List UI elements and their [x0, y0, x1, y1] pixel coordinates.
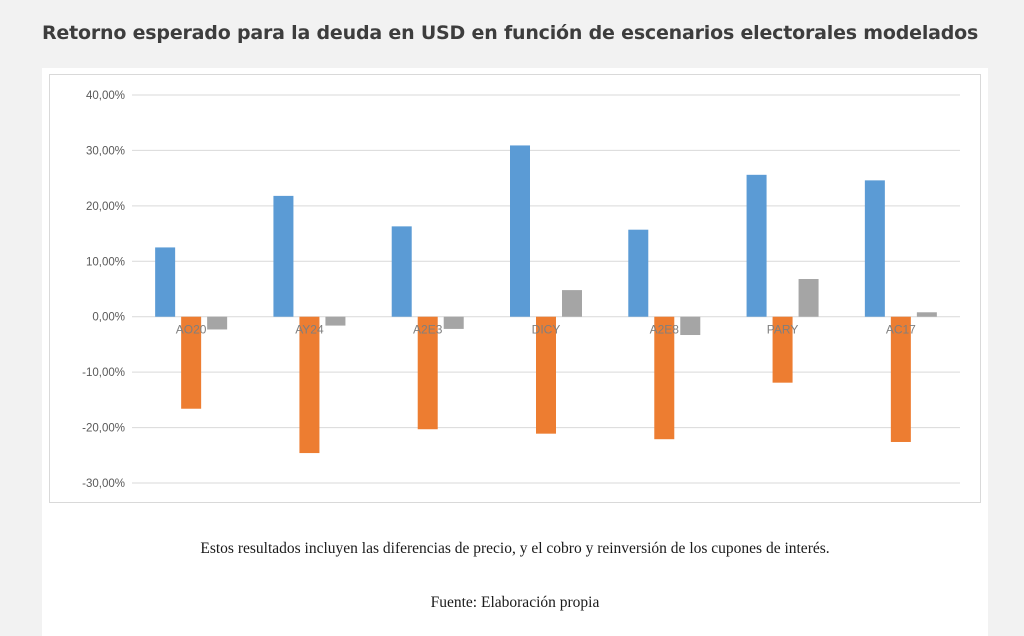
bar-series-3-pary — [798, 279, 819, 317]
page-title: Retorno esperado para la deuda en USD en… — [42, 22, 979, 44]
y-tick-label: 40,00% — [86, 90, 125, 102]
bar-series-1-pary — [746, 174, 767, 317]
bar-series-3-a2e3 — [443, 316, 464, 329]
category-label: A2E8 — [650, 323, 680, 337]
y-tick-label: 20,00% — [86, 201, 125, 213]
bar-series-2-a2e8 — [654, 316, 675, 440]
bar-series-2-pary — [772, 316, 793, 383]
bar-series-3-a2e8 — [680, 316, 701, 336]
category-label: A2E3 — [413, 323, 443, 337]
chart-note: Estos resultados incluyen las diferencia… — [200, 540, 830, 557]
chart-source: Fuente: Elaboración propia — [430, 594, 600, 611]
category-label: PARY — [767, 323, 799, 337]
bar-series-1-dicy — [510, 145, 530, 317]
category-label: DICY — [532, 323, 561, 337]
y-tick-label: -10,00% — [82, 367, 125, 379]
bar-series-3-ao20 — [207, 316, 228, 330]
chart-frame: 40,00% 30,00% 20,00% 10,00% 0,00% -10,00% -20,… — [49, 74, 981, 503]
bar-series-2-ay24 — [299, 316, 320, 454]
y-tick-label: 30,00% — [86, 145, 125, 157]
bar-series-2-dicy — [536, 316, 556, 434]
y-tick-label: -20,00% — [82, 423, 125, 435]
category-label: AC17 — [886, 323, 916, 337]
y-axis-ticks: 40,00% 30,00% 20,00% 10,00% 0,00% -10,00% -20,… — [82, 90, 125, 490]
y-tick-label: -30,00% — [82, 478, 125, 490]
y-tick-label: 10,00% — [86, 256, 125, 268]
bar-series-2-ao20 — [181, 316, 202, 409]
bar-series-1-a2e8 — [628, 229, 649, 317]
bar-series-3-ac17 — [916, 312, 937, 317]
bar-series-2-a2e3 — [417, 316, 438, 430]
bar-series-2-ac17 — [890, 316, 911, 442]
bar-series-1-ay24 — [273, 195, 294, 317]
x-axis-categories: AO20 AY24 A2E3 DICY A2E8 PARY AC17 — [176, 323, 916, 337]
chart-card: 40,00% 30,00% 20,00% 10,00% 0,00% -10,00% -20,… — [42, 68, 988, 636]
bar-series-3-dicy — [562, 290, 582, 317]
y-tick-label: 0,00% — [92, 312, 125, 324]
bar-series-1-a2e3 — [391, 226, 412, 317]
category-label: AO20 — [176, 323, 207, 337]
bar-series-1-ac17 — [864, 180, 885, 317]
bar-series-1-ao20 — [155, 247, 176, 317]
bar-chart: 40,00% 30,00% 20,00% 10,00% 0,00% -10,00% -20,… — [82, 90, 960, 490]
bar-series-3-ay24 — [325, 316, 346, 326]
bars — [155, 145, 937, 454]
category-label: AY24 — [295, 323, 324, 337]
